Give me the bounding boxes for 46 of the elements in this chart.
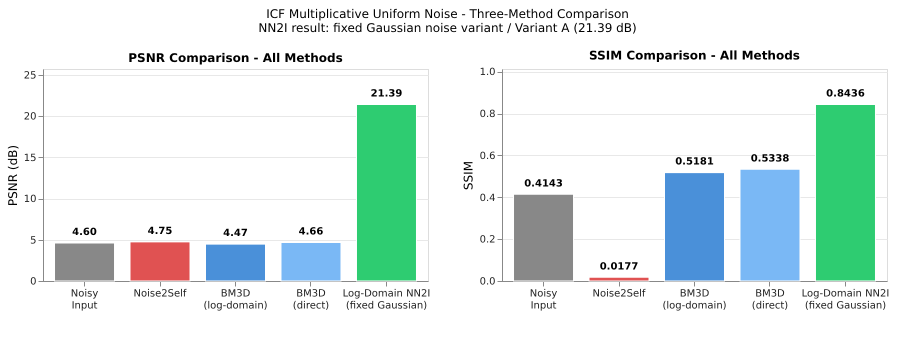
data-label: 4.47 xyxy=(223,228,248,240)
y-tick-label: 20 xyxy=(24,112,36,123)
data-label: 0.4143 xyxy=(524,178,563,190)
x-tick-label: Noise2Self xyxy=(134,288,187,300)
y-tick-label: 0 xyxy=(30,276,36,288)
x-tick-label: BM3D (direct) xyxy=(752,288,788,312)
bar xyxy=(739,168,800,282)
x-tick-label: Noisy Input xyxy=(70,288,98,312)
x-tick-label: Noisy Input xyxy=(530,288,558,312)
data-label: 0.5181 xyxy=(675,156,714,168)
data-label: 4.75 xyxy=(148,226,172,237)
bar xyxy=(205,244,266,282)
data-label: 0.8436 xyxy=(826,88,865,100)
x-tick-label: BM3D (log-domain) xyxy=(662,288,727,312)
y-tick-label: 0.0 xyxy=(480,276,496,288)
text: ICF Multiplicative Uniform Noise - Three-Method Comparison xyxy=(266,7,629,22)
bar xyxy=(130,241,191,282)
bar xyxy=(588,276,650,282)
y-tick-label: 1.0 xyxy=(480,67,496,78)
data-label: 21.39 xyxy=(370,88,402,100)
bar xyxy=(664,172,725,282)
y-tick-label: 5 xyxy=(30,235,36,246)
x-tick-label: Noise2Self xyxy=(592,288,646,300)
y-tick-label: 25 xyxy=(24,70,36,82)
y-tick-label: 0.6 xyxy=(480,150,496,162)
chart-title: PSNR Comparison - All Methods xyxy=(128,51,343,65)
y-tick-label: 0.4 xyxy=(480,192,496,204)
y-axis-title: SSIM xyxy=(462,160,476,190)
bar xyxy=(814,104,876,282)
x-tick-label: BM3D (direct) xyxy=(292,288,330,312)
y-tick-label: 0.2 xyxy=(480,234,496,246)
data-label: 0.0177 xyxy=(600,261,638,272)
x-tick-label: Log-Domain NN2I (fixed Gaussian) xyxy=(342,288,430,312)
data-label: 4.66 xyxy=(298,226,324,238)
x-tick-label: BM3D (log-domain) xyxy=(203,288,268,312)
bar xyxy=(356,104,417,282)
y-tick-label: 15 xyxy=(24,152,36,164)
data-label: 0.5338 xyxy=(750,153,790,164)
text: NN2I result: fixed Gaussian noise variant / Variant A (21.39 dB) xyxy=(258,21,637,36)
bar xyxy=(280,242,342,282)
y-axis-title: PSNR (dB) xyxy=(6,144,20,206)
y-tick-label: 10 xyxy=(24,194,36,206)
chart-title: SSIM Comparison - All Methods xyxy=(589,48,800,63)
data-label: 4.60 xyxy=(72,227,97,238)
x-tick-label: Log-Domain NN2I (fixed Gaussian) xyxy=(802,288,890,312)
y-tick-label: 0.8 xyxy=(480,109,496,120)
